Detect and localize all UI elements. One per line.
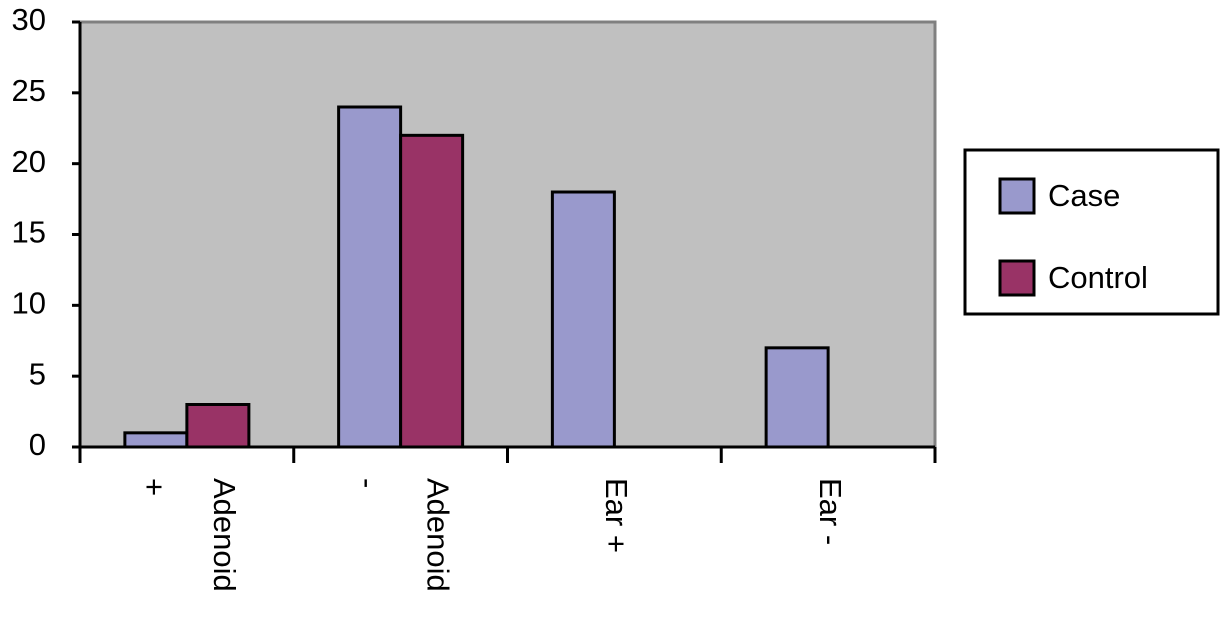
bar [550,190,616,449]
legend-swatch [998,177,1036,215]
bar [123,431,189,449]
y-tick-label: 10 [12,286,46,321]
legend-swatch [998,259,1036,297]
y-tick-label: 0 [29,427,46,462]
x-tick-label: Adenoid + [137,478,242,600]
x-tick-label: Ear + [599,478,634,553]
legend-label: Control [1048,260,1148,295]
bar [399,133,465,449]
x-tick-label-line: - [350,478,385,488]
y-tick-label: 5 [29,356,46,391]
x-tick-label-line: Adenoid [420,478,455,600]
x-tick-label: Adenoid - [350,478,455,600]
x-tick-label-line: + [137,478,172,496]
y-tick-label: 15 [12,215,46,250]
y-tick-label: 30 [12,2,46,37]
x-tick-label-line: Adenoid [207,478,242,600]
legend-label: Case [1048,178,1120,213]
y-tick-label: 20 [12,144,46,179]
bar [337,105,403,449]
bar [185,403,251,449]
bar [764,346,830,449]
y-tick-label: 25 [12,73,46,108]
x-tick-label: Ear - [813,478,848,545]
